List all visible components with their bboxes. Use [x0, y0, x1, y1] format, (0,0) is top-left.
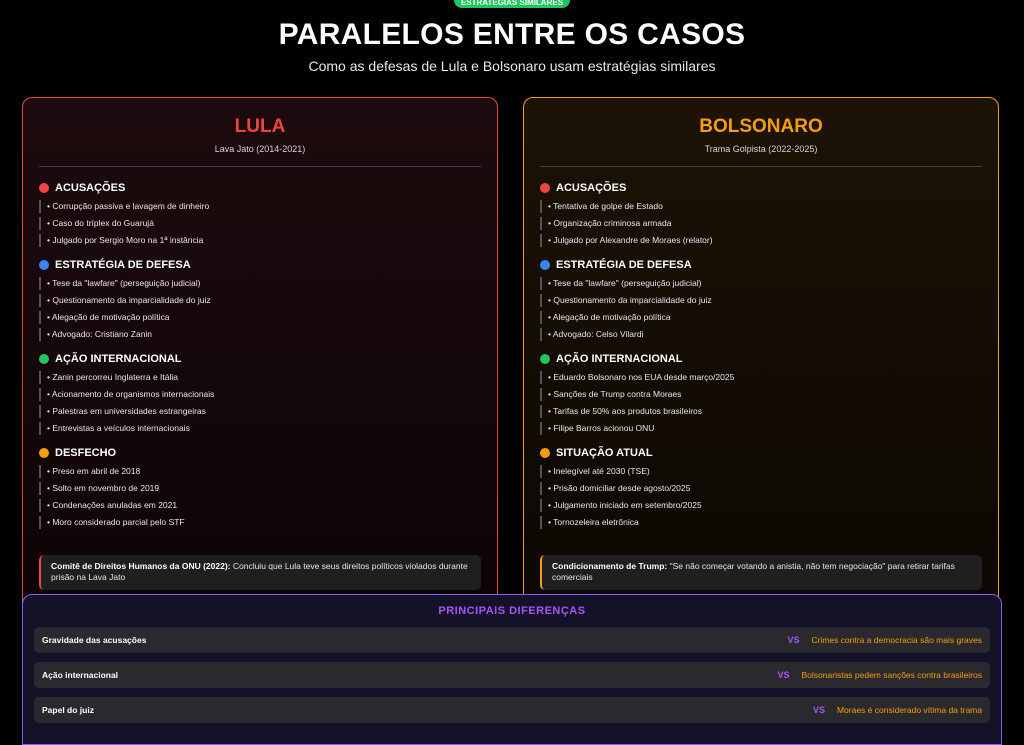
lula-section-defense: ESTRATÉGIA DE DEFESA • Tese da "lawfare"…: [39, 256, 481, 341]
difference-row: Papel do juiz VS Moraes é considerado vít…: [34, 697, 990, 723]
difference-row: Gravidade das acusações VS Crimes contra …: [34, 627, 990, 653]
page-title: PARALELOS ENTRE OS CASOS: [278, 18, 746, 51]
bolsonaro-section-defense: ESTRATÉGIA DE DEFESA • Tese da "lawfare"…: [540, 256, 982, 341]
list-item: • Tentativa de golpe de Estado: [540, 200, 982, 213]
list-item: • Solto em novembro de 2019: [39, 482, 481, 495]
lula-card-title: LULA: [234, 116, 286, 137]
red-dot-icon: [540, 183, 550, 193]
list-item: • Tese da "lawfare" (perseguição judicia…: [540, 277, 982, 290]
differences-title: PRINCIPAIS DIFERENÇAS: [438, 605, 586, 617]
difference-label: Ação internacional: [42, 670, 119, 680]
difference-desc: Moraes é considerado vítima da trama: [836, 705, 982, 715]
difference-label: Gravidade das acusações: [42, 635, 147, 645]
lula-section-international: AÇÃO INTERNACIONAL • Zanin percorreu Ing…: [39, 350, 481, 435]
list-item: • Eduardo Bolsonaro nos EUA desde março/…: [540, 371, 982, 384]
section-title: ACUSAÇÕES: [55, 182, 126, 194]
list-item: • Corrupção passiva e lavagem de dinheir…: [39, 200, 481, 213]
vs-label: VS: [787, 635, 800, 645]
note-text: "Se não começar votando a anistia, não t…: [552, 561, 955, 582]
list-item: • Alegação de motivação política: [540, 311, 982, 324]
list-item: • Julgado por Sergio Moro na 1ª instânci…: [39, 234, 481, 247]
blue-dot-icon: [39, 260, 49, 270]
list-item: • Tarifas de 50% aos produtos brasileiro…: [540, 405, 982, 418]
section-title: ACUSAÇÕES: [556, 182, 627, 194]
note-text: Concluiu que Lula teve seus direitos pol…: [51, 561, 468, 582]
bolsonaro-section-accusations: ACUSAÇÕES • Tentativa de golpe de Estado…: [540, 179, 982, 247]
section-title: DESFECHO: [55, 447, 117, 459]
page-subtitle: Como as defesas de Lula e Bolsonaro usam…: [308, 58, 716, 74]
lula-card-period: Lava Jato (2014-2021): [214, 144, 306, 154]
list-item: • Advogado: Celso Vilardi: [540, 328, 982, 341]
bolsonaro-card-title: BOLSONARO: [699, 116, 823, 137]
list-item: • Inelegível até 2030 (TSE): [540, 465, 982, 478]
list-item: • Preso em abril de 2018: [39, 465, 481, 478]
list-item: • Moro considerado parcial pelo STF: [39, 516, 481, 529]
bolsonaro-note: Condicionamento de Trump: "Se não começa…: [540, 555, 982, 590]
blue-dot-icon: [540, 260, 550, 270]
bolsonaro-section-international: AÇÃO INTERNACIONAL • Eduardo Bolsonaro n…: [540, 350, 982, 435]
list-item: • Questionamento da imparcialidade do ju…: [39, 294, 481, 307]
section-title: ESTRATÉGIA DE DEFESA: [55, 259, 191, 271]
green-dot-icon: [39, 354, 49, 364]
list-item: • Palestras em universidades estrangeira…: [39, 405, 481, 418]
bolsonaro-card-period: Trama Golpista (2022-2025): [704, 144, 818, 154]
list-item: • Prisão domiciliar desde agosto/2025: [540, 482, 982, 495]
section-title: SITUAÇÃO ATUAL: [556, 447, 653, 459]
list-item: • Zanin percorreu Inglaterra e Itália: [39, 371, 481, 384]
difference-label: Papel do juiz: [42, 705, 94, 715]
difference-desc: Bolsonaristas pedem sanções contra brasi…: [801, 670, 982, 680]
note-heading: Condicionamento de Trump:: [552, 561, 668, 571]
bolsonaro-section-current: SITUAÇÃO ATUAL • Inelegível até 2030 (TS…: [540, 444, 982, 529]
list-item: • Acionamento de organismos internaciona…: [39, 388, 481, 401]
list-item: • Entrevistas a veículos internacionais: [39, 422, 481, 435]
note-heading: Comitê de Direitos Humanos da ONU (2022)…: [51, 561, 231, 571]
green-dot-icon: [540, 354, 550, 364]
difference-desc: Crimes contra a democracia são mais grav…: [811, 635, 982, 645]
list-item: • Alegação de motivação política: [39, 311, 481, 324]
list-item: • Tese da "lawfare" (perseguição judicia…: [39, 277, 481, 290]
lula-section-accusations: ACUSAÇÕES • Corrupção passiva e lavagem …: [39, 179, 481, 247]
differences-panel: PRINCIPAIS DIFERENÇAS Gravidade das acus…: [22, 594, 1002, 745]
list-item: • Julgamento iniciado em setembro/2025: [540, 499, 982, 512]
lula-card: LULA Lava Jato (2014-2021) ACUSAÇÕES • C…: [22, 97, 498, 612]
section-title: AÇÃO INTERNACIONAL: [55, 353, 182, 365]
list-item: • Caso do tríplex do Guarujá: [39, 217, 481, 230]
list-item: • Julgado por Alexandre de Moraes (relat…: [540, 234, 982, 247]
list-item: • Sanções de Trump contra Moraes: [540, 388, 982, 401]
difference-row: Ação internacional VS Bolsonaristas pedem…: [34, 662, 990, 688]
list-item: • Tornozeleira eletrônica: [540, 516, 982, 529]
lula-note: Comitê de Direitos Humanos da ONU (2022)…: [39, 555, 481, 590]
section-title: AÇÃO INTERNACIONAL: [556, 353, 683, 365]
lula-section-outcome: DESFECHO • Preso em abril de 2018 • Solt…: [39, 444, 481, 529]
bolsonaro-card: BOLSONARO Trama Golpista (2022-2025) ACU…: [523, 97, 999, 612]
red-dot-icon: [39, 183, 49, 193]
list-item: • Advogado: Cristiano Zanin: [39, 328, 481, 341]
divider: [39, 166, 481, 167]
category-badge: ESTRATÉGIAS SIMILARES: [454, 0, 570, 8]
list-item: • Questionamento da imparcialidade do ju…: [540, 294, 982, 307]
vs-label: VS: [812, 705, 825, 715]
orange-dot-icon: [540, 448, 550, 458]
list-item: • Filipe Barros acionou ONU: [540, 422, 982, 435]
divider: [540, 166, 982, 167]
vs-label: VS: [777, 670, 790, 680]
section-title: ESTRATÉGIA DE DEFESA: [556, 259, 692, 271]
list-item: • Organização criminosa armada: [540, 217, 982, 230]
orange-dot-icon: [39, 448, 49, 458]
list-item: • Condenações anuladas em 2021: [39, 499, 481, 512]
